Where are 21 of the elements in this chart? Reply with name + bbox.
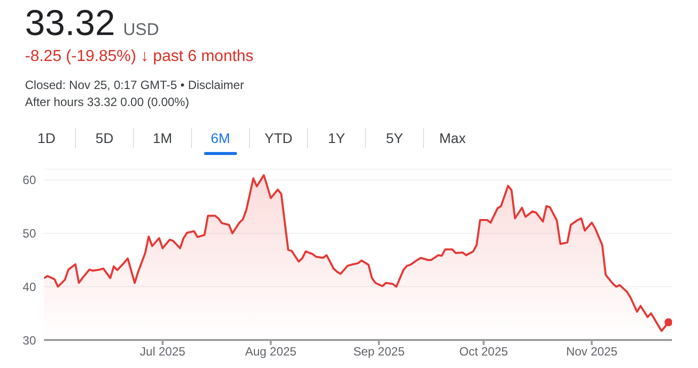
x-tick-label: Jul 2025 (140, 344, 186, 359)
y-tick-label: 50 (22, 226, 36, 241)
text: After hours 33.32 0.00 (0.00%) (25, 95, 190, 109)
text: 1Y (307, 128, 365, 148)
y-tick-label: 60 (22, 173, 36, 188)
x-tick-label: Nov 2025 (566, 344, 618, 359)
y-tick-label: 40 (22, 280, 36, 294)
y-tick-label: 30 (22, 333, 36, 348)
x-tick-label: Sep 2025 (353, 344, 405, 359)
text: YTD (249, 128, 307, 148)
x-tick-label: Oct 2025 (459, 344, 508, 359)
text: 1D (36, 129, 56, 148)
text: Closed: Nov 25, 0:17 GMT-5 • Disclaimer (25, 78, 244, 92)
text: 6M (191, 128, 249, 148)
text: 1M (133, 128, 191, 148)
text: 5Y (365, 128, 423, 148)
chart-title: 33.32 USD (25, 2, 159, 43)
text: 5D (75, 128, 133, 148)
text: Max (423, 128, 481, 148)
x-tick-label: Aug 2025 (245, 344, 297, 359)
chart-subtitle: -8.25 (-19.85%) ↓ past 6 months (25, 48, 254, 66)
